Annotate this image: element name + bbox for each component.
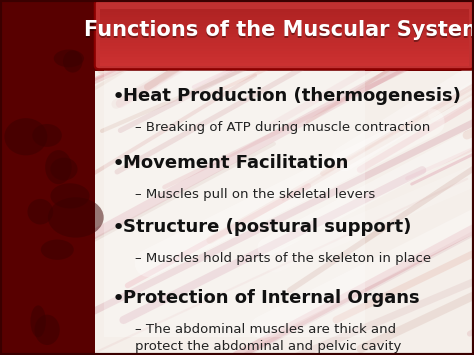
Ellipse shape <box>50 158 78 180</box>
Bar <box>100 23 469 26</box>
Bar <box>100 29 469 32</box>
Text: – The abdominal muscles are thick and
protect the abdominal and pelvic cavity
or: – The abdominal muscles are thick and pr… <box>135 323 401 355</box>
Text: •: • <box>111 218 125 238</box>
FancyBboxPatch shape <box>95 0 474 69</box>
Text: •: • <box>111 289 125 309</box>
Bar <box>104 60 365 337</box>
Text: – Breaking of ATP during muscle contraction: – Breaking of ATP during muscle contract… <box>135 121 430 134</box>
Bar <box>100 51 469 54</box>
Bar <box>100 54 469 57</box>
Text: – Muscles hold parts of the skeleton in place: – Muscles hold parts of the skeleton in … <box>135 252 431 265</box>
Bar <box>100 32 469 34</box>
Text: •: • <box>111 154 125 174</box>
Bar <box>100 20 469 23</box>
Bar <box>100 26 469 29</box>
Ellipse shape <box>41 240 74 260</box>
Text: Protection of Internal Organs: Protection of Internal Organs <box>123 289 420 307</box>
Ellipse shape <box>48 197 104 237</box>
Bar <box>100 46 469 49</box>
Bar <box>100 15 469 17</box>
Ellipse shape <box>63 50 82 73</box>
Ellipse shape <box>27 199 53 224</box>
Text: Functions of the Muscular System: Functions of the Muscular System <box>84 22 474 42</box>
Bar <box>100 40 469 43</box>
Text: – Muscles pull on the skeletal levers: – Muscles pull on the skeletal levers <box>135 188 375 201</box>
Ellipse shape <box>54 49 84 67</box>
Bar <box>100 43 469 46</box>
Bar <box>95 71 474 355</box>
Ellipse shape <box>4 118 47 155</box>
Bar <box>100 49 469 51</box>
Ellipse shape <box>50 183 90 208</box>
Bar <box>100 17 469 20</box>
Ellipse shape <box>32 124 62 147</box>
Bar <box>100 63 469 66</box>
Text: Heat Production (thermogenesis): Heat Production (thermogenesis) <box>123 87 461 105</box>
Bar <box>0 0 95 355</box>
Ellipse shape <box>35 315 60 345</box>
Text: •: • <box>111 87 125 107</box>
Bar <box>100 12 469 15</box>
Ellipse shape <box>30 305 46 337</box>
Text: Movement Facilitation: Movement Facilitation <box>123 154 348 173</box>
Bar <box>100 34 469 37</box>
Bar <box>100 9 469 12</box>
Bar <box>100 60 469 63</box>
Ellipse shape <box>45 150 72 184</box>
Bar <box>100 57 469 60</box>
Bar <box>100 37 469 40</box>
Text: Structure (postural support): Structure (postural support) <box>123 218 411 236</box>
Text: Functions of the Muscular System: Functions of the Muscular System <box>84 20 474 40</box>
